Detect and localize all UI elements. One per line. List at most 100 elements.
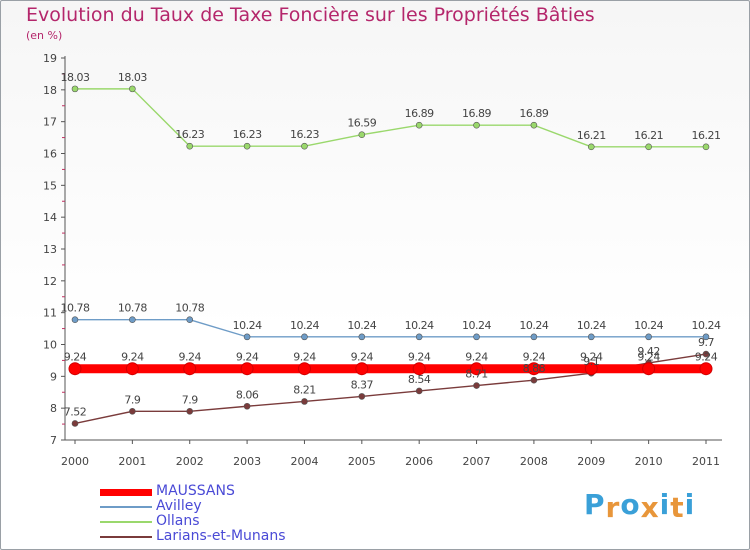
legend-label: Ollans (156, 513, 200, 529)
data-label: 8.37 (351, 378, 374, 391)
data-label: 9.24 (637, 351, 660, 364)
data-label: 9.24 (121, 351, 144, 364)
data-point (473, 121, 480, 129)
data-point (68, 362, 82, 376)
data-label: 9.24 (523, 351, 546, 364)
logo-letter: o (620, 488, 641, 521)
data-label: 9.1 (583, 355, 599, 368)
data-label: 9.42 (637, 345, 660, 358)
y-tick-label: 9 (50, 370, 57, 383)
data-label: 9.24 (408, 351, 431, 364)
data-point (642, 362, 656, 376)
x-tick-label: 2010 (635, 455, 663, 468)
x-tick-label: 2006 (405, 455, 433, 468)
data-point (645, 143, 652, 151)
series-line-ollans (75, 88, 706, 148)
chart-subtitle: (en %) (26, 29, 63, 42)
data-point (412, 362, 426, 376)
data-label: 16.23 (290, 128, 319, 141)
data-point (71, 85, 79, 93)
data-label: 9.24 (351, 351, 374, 364)
data-point (301, 142, 308, 150)
data-point (415, 333, 423, 341)
y-tick-label: 14 (43, 211, 57, 224)
x-tick-label: 2007 (463, 455, 491, 468)
data-label: 16.89 (462, 107, 491, 120)
data-label: 8.21 (293, 383, 316, 396)
y-tick-label: 8 (50, 402, 57, 415)
data-point (473, 382, 480, 389)
data-label: 10.78 (118, 302, 147, 315)
data-point (71, 316, 79, 323)
legend-item: Ollans (100, 513, 400, 529)
data-label: 9.24 (236, 351, 259, 364)
data-point (240, 362, 254, 376)
data-point (129, 85, 136, 93)
data-label: 9.24 (695, 351, 718, 364)
logo-letter: t (670, 491, 685, 524)
y-tick-label: 15 (43, 179, 57, 192)
x-tick-label: 2000 (61, 455, 89, 468)
x-tick-label: 2005 (348, 455, 376, 468)
data-label: 9.24 (580, 351, 603, 364)
data-label: 10.24 (519, 319, 548, 332)
data-label: 10.24 (233, 319, 262, 332)
data-label: 9.24 (178, 351, 201, 364)
logo-letter: P (584, 488, 606, 521)
data-point (129, 408, 136, 415)
data-label: 9.7 (698, 336, 714, 349)
x-tick-label: 2004 (290, 455, 318, 468)
x-tick-label: 2009 (577, 455, 605, 468)
data-label: 7.9 (182, 393, 198, 406)
data-point (587, 333, 595, 341)
data-label: 16.59 (347, 117, 376, 130)
series-line-avilley (75, 318, 706, 338)
y-tick-label: 11 (43, 307, 57, 320)
data-label: 16.21 (577, 129, 606, 142)
data-label: 16.89 (519, 107, 548, 120)
data-point (530, 333, 538, 341)
data-point (530, 121, 538, 129)
data-point (186, 142, 194, 150)
data-point (587, 143, 595, 151)
data-point (470, 362, 484, 376)
legend: MAUSSANS Avilley Ollans Larians-et-Munans (100, 483, 400, 544)
data-label: 7.9 (124, 393, 140, 406)
legend-label: Avilley (156, 498, 202, 514)
data-label: 8.88 (523, 362, 546, 375)
data-point (645, 333, 652, 341)
data-label: 18.03 (118, 71, 147, 84)
data-point (355, 362, 369, 376)
x-tick-label: 2003 (233, 455, 261, 468)
y-tick-label: 17 (43, 116, 57, 129)
data-point (301, 333, 308, 341)
logo-letter: i (659, 488, 671, 521)
data-point (186, 316, 194, 323)
proxiti-logo: Proxiti (584, 488, 695, 524)
x-tick-label: 2011 (692, 455, 720, 468)
data-point (358, 393, 366, 400)
logo-letter: x (640, 491, 660, 524)
legend-swatch (100, 521, 152, 523)
data-label: 10.78 (175, 302, 204, 315)
data-point (584, 362, 598, 376)
data-point (358, 131, 366, 139)
data-label: 10.24 (290, 319, 319, 332)
y-tick-label: 7 (50, 434, 57, 447)
data-point (702, 333, 710, 341)
data-point (71, 420, 79, 427)
data-label: 10.24 (634, 319, 663, 332)
data-point (415, 387, 423, 395)
data-label: 16.23 (175, 128, 204, 141)
data-point (243, 402, 251, 410)
data-label: 16.23 (233, 128, 262, 141)
data-label: 18.03 (61, 71, 90, 84)
y-tick-label: 12 (43, 275, 57, 288)
logo-letter: r (605, 491, 621, 524)
data-point (358, 333, 366, 341)
data-label: 10.24 (347, 319, 376, 332)
data-label: 8.71 (465, 368, 488, 381)
data-point (415, 121, 423, 129)
